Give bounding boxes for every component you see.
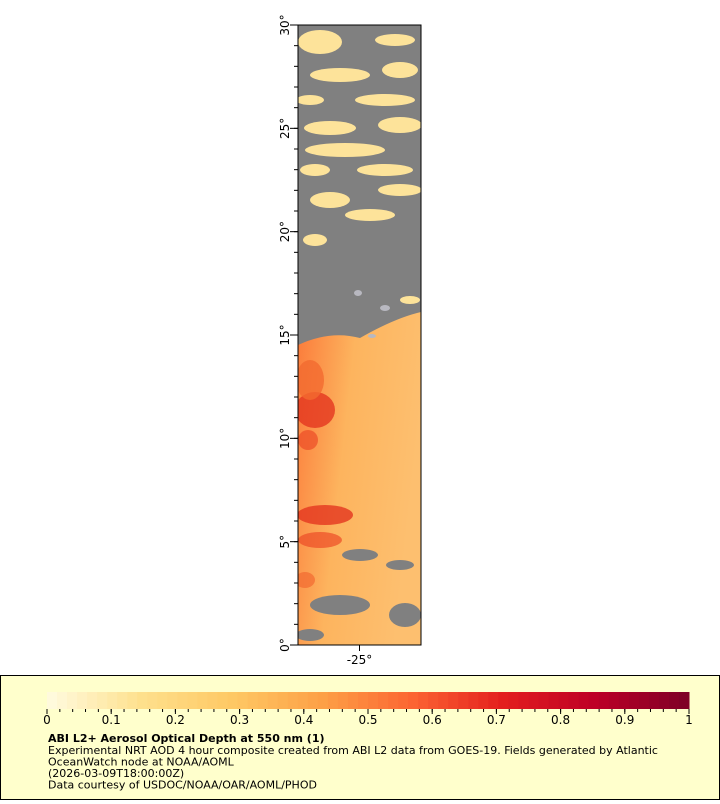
colorbar-swatch: [368, 692, 379, 709]
colorbar-swatch: [147, 692, 158, 709]
caption-line: (2026-03-09T18:00:00Z): [48, 767, 184, 780]
colorbar-swatch: [97, 692, 108, 709]
colorbar-swatch: [378, 692, 389, 709]
colorbar-swatch: [628, 692, 640, 709]
colorbar-tick-label: 0.7: [487, 713, 506, 727]
colorbar-swatch: [468, 692, 479, 709]
colorbar-tick-label: 0.8: [551, 713, 570, 727]
colorbar-tick-label: 0.9: [615, 713, 634, 727]
colorbar-swatch: [398, 692, 409, 709]
colorbar-swatch: [488, 692, 499, 709]
colorbar-swatch: [227, 692, 239, 709]
colorbar-swatch: [317, 692, 329, 709]
colorbar-swatch: [678, 692, 690, 709]
colorbar-swatch: [247, 692, 259, 709]
colorbar-swatch: [498, 692, 509, 709]
colorbar-swatch: [267, 692, 279, 709]
colorbar-tick-label: 0.1: [102, 713, 121, 727]
colorbar-swatch: [117, 692, 128, 709]
colorbar-tick-label: 0.6: [423, 713, 442, 727]
colorbar-swatch: [107, 692, 118, 709]
colorbar-swatch: [137, 692, 148, 709]
colorbar-swatch: [157, 692, 168, 709]
colorbar-tick-label: 0.5: [358, 713, 377, 727]
colorbar-swatch: [478, 692, 489, 709]
colorbar-swatch: [638, 692, 650, 709]
colorbar-tick-label: 0.2: [166, 713, 185, 727]
lon-tick-label: -25°: [347, 653, 373, 667]
colorbar-swatch: [287, 692, 299, 709]
colorbar-swatch: [668, 692, 680, 709]
colorbar-swatch: [327, 692, 339, 709]
legend-title: ABI L2+ Aerosol Optical Depth at 550 nm …: [48, 732, 325, 745]
colorbar-tick-label: 0: [43, 713, 51, 727]
colorbar-swatch: [528, 692, 540, 709]
colorbar-swatch: [207, 692, 219, 709]
colorbar-swatch: [538, 692, 550, 709]
colorbar-swatch: [237, 692, 249, 709]
lat-tick-label: 20°: [278, 221, 292, 242]
colorbar-tick-label: 0.3: [230, 713, 249, 727]
colorbar-swatch: [458, 692, 469, 709]
colorbar-swatch: [568, 692, 580, 709]
colorbar-swatch: [608, 692, 620, 709]
colorbar-swatch: [518, 692, 529, 709]
colorbar-swatch: [67, 692, 78, 709]
colorbar-swatch: [257, 692, 269, 709]
colorbar-swatch: [77, 692, 88, 709]
colorbar-swatch: [558, 692, 570, 709]
colorbar-swatch: [217, 692, 229, 709]
colorbar-swatch: [438, 692, 449, 709]
colorbar-swatch: [418, 692, 429, 709]
colorbar-swatch: [177, 692, 188, 709]
colorbar-swatch: [448, 692, 459, 709]
colorbar-swatch: [347, 692, 359, 709]
colorbar-swatch: [548, 692, 560, 709]
caption-line: Data courtesy of USDOC/NOAA/OAR/AOML/PHO…: [48, 779, 317, 792]
colorbar-swatch: [357, 692, 369, 709]
colorbar-swatch: [197, 692, 208, 709]
colorbar-swatch: [388, 692, 399, 709]
colorbar-swatch: [658, 692, 670, 709]
colorbar-swatch: [167, 692, 178, 709]
colorbar-swatch: [337, 692, 349, 709]
lat-tick-label: 15°: [278, 324, 292, 345]
colorbar-swatch: [408, 692, 419, 709]
caption-line: Experimental NRT AOD 4 hour composite cr…: [48, 744, 658, 757]
colorbar-swatch: [87, 692, 98, 709]
colorbar-tick-label: 1: [685, 713, 693, 727]
lat-tick-label: 30°: [278, 14, 292, 35]
colorbar-swatch: [588, 692, 600, 709]
colorbar-swatch: [648, 692, 660, 709]
caption-line: OceanWatch node at NOAA/AOML: [48, 756, 235, 769]
map-image: [298, 25, 421, 645]
lat-tick-label: 0°: [278, 638, 292, 652]
lat-tick-label: 10°: [278, 428, 292, 449]
colorbar-swatch: [618, 692, 630, 709]
colorbar-swatch: [47, 692, 58, 709]
colorbar-swatch: [277, 692, 289, 709]
colorbar-swatch: [598, 692, 610, 709]
colorbar-swatch: [187, 692, 198, 709]
colorbar-swatch: [428, 692, 439, 709]
lat-tick-label: 25°: [278, 118, 292, 139]
colorbar-swatch: [297, 692, 309, 709]
colorbar-swatch: [57, 692, 68, 709]
colorbar-swatch: [508, 692, 519, 709]
colorbar-tick-label: 0.4: [294, 713, 313, 727]
colorbar-swatch: [578, 692, 590, 709]
lat-tick-label: 5°: [278, 535, 292, 549]
colorbar-swatch: [307, 692, 319, 709]
colorbar-swatch: [127, 692, 138, 709]
